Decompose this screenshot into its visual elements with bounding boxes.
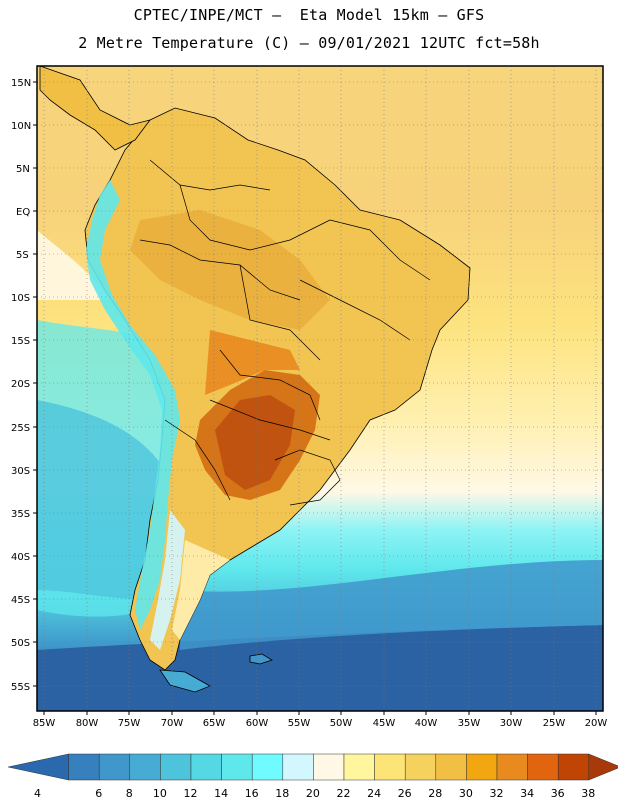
lat-label: 5S [16,250,29,261]
lon-label: 60W [246,718,269,729]
hot-region-core [215,395,295,490]
lat-label: 10S [11,293,30,304]
lon-label: 55W [288,718,311,729]
colorbar-label: 22 [337,787,351,800]
lon-label: 25W [543,718,566,729]
lat-label: EQ [16,207,30,218]
lat-label: 40S [11,552,30,563]
colorbar-high-arrow [588,753,618,781]
colorbar-label: 24 [367,787,381,800]
colorbar-swatch [221,753,253,781]
amazon-warm-region [130,210,330,330]
colorbar-label: 14 [214,787,228,800]
colorbar-swatch [374,753,406,781]
colorbar-swatch [129,753,161,781]
latitude-labels: 15N 10N 5N EQ 5S 10S 15S 20S 25S 30S 35S… [11,78,31,693]
map-field [37,66,603,711]
lat-label: 30S [11,466,30,477]
colorbar-swatch [343,753,375,781]
lon-label: 65W [203,718,226,729]
lat-label: 5N [16,164,30,175]
lon-label: 20W [585,718,608,729]
colorbar-swatch [190,753,222,781]
colorbar-swatch [98,753,131,781]
patagonia-cool-strip [150,510,185,650]
colorbar-label: 4 [34,787,41,800]
colorbar-label: 20 [306,787,320,800]
lon-label: 35W [458,718,481,729]
colorbar-swatch [435,753,467,781]
central-america-landmass [39,66,151,151]
map-title-line-1: CPTEC/INPE/MCT – Eta Model 15km – GFS [133,6,485,24]
colorbar-label: 12 [184,787,198,800]
andes-cool-strip [86,180,180,630]
colorbar-swatch [313,753,345,781]
colorbar-label: 18 [275,787,289,800]
pacific-cooler-region [37,400,165,600]
lat-label: 45S [11,595,30,606]
colorbar-swatch [557,753,590,781]
longitude-labels: 85W 80W 75W 70W 65W 60W 55W 50W 45W 40W … [33,718,608,729]
colorbar: 4 6 8 10 12 14 16 18 20 22 24 26 28 30 32 34 36 38 [7,753,618,800]
colorbar-label: 26 [398,787,412,800]
colorbar-swatch [466,753,498,781]
lon-label: 45W [373,718,396,729]
colorbar-swatch [282,753,314,781]
colorbar-low-arrow [7,753,69,781]
lat-label: 20S [11,379,30,390]
warm-region-bolivia [205,330,300,395]
lat-label: 15N [11,78,31,89]
colorbar-label: 32 [490,787,504,800]
colorbar-swatch [527,753,559,781]
colorbar-label: 38 [581,787,595,800]
colorbar-swatch [404,753,437,781]
colorbar-label: 28 [428,787,442,800]
colorbar-label: 10 [153,787,167,800]
country-borders [139,159,431,506]
colorbar-label: 36 [551,787,565,800]
colorbar-label: 6 [95,787,102,800]
lat-label: 25S [11,423,30,434]
lat-label: 10N [11,121,31,132]
colorbar-label: 16 [245,787,259,800]
colorbar-swatch [496,753,528,781]
colorbar-label: 30 [459,787,473,800]
colorbar-swatch [160,753,192,781]
tierra-del-fuego [159,669,211,693]
colorbar-label: 8 [126,787,133,800]
southern-ocean-cool [180,560,603,650]
map-title-line-2: 2 Metre Temperature (C) – 09/01/2021 12U… [78,34,540,52]
lon-label: 50W [330,718,353,729]
lat-label: 55S [11,682,30,693]
axis-ticks [33,81,597,715]
colorbar-swatch [68,753,100,781]
lon-label: 30W [500,718,523,729]
lon-label: 85W [33,718,56,729]
lon-label: 80W [76,718,99,729]
lon-label: 75W [118,718,141,729]
colorbar-label: 34 [520,787,534,800]
lat-label: 35S [11,509,30,520]
colorbar-swatch [251,753,284,781]
lat-label: 15S [11,336,30,347]
lon-label: 40W [415,718,438,729]
lon-label: 70W [161,718,184,729]
patagonia-pale-region [172,540,230,640]
map-frame [36,65,604,712]
lat-label: 50S [11,638,30,649]
falkland-islands [249,653,273,665]
